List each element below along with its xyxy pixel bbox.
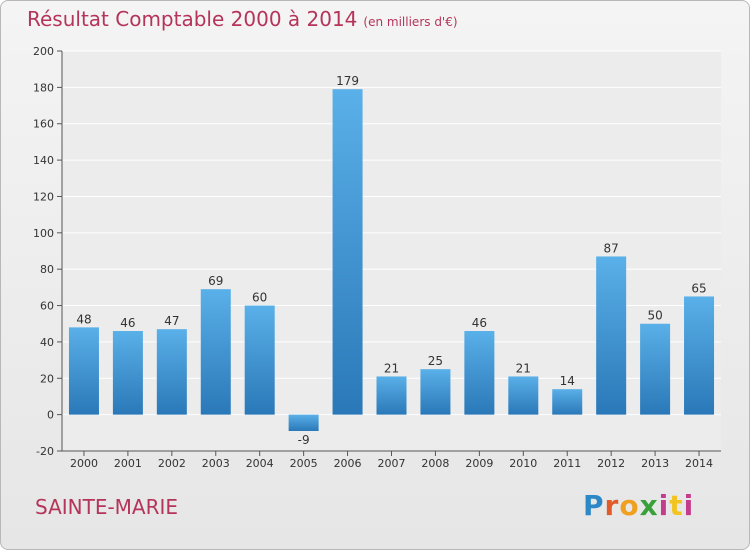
bar — [244, 305, 275, 415]
x-tick-label: 2011 — [553, 457, 581, 470]
x-tick-label: 2001 — [114, 457, 142, 470]
data-label: 25 — [428, 354, 443, 368]
data-label: 21 — [516, 361, 531, 375]
bar — [112, 331, 143, 415]
bar — [332, 89, 363, 415]
x-tick-label: 2007 — [378, 457, 406, 470]
data-label: 179 — [336, 74, 359, 88]
chart-subtitle: (en milliers d'€) — [363, 15, 458, 29]
bar — [376, 376, 407, 415]
y-tick-label: 60 — [40, 300, 54, 313]
x-tick-label: 2014 — [685, 457, 713, 470]
x-tick-label: 2008 — [421, 457, 449, 470]
bar — [156, 329, 187, 415]
y-tick-label: 100 — [33, 227, 54, 240]
data-label: 60 — [252, 291, 267, 305]
commune-name: SAINTE-MARIE — [35, 495, 179, 519]
data-label: 46 — [472, 316, 487, 330]
bar — [464, 331, 495, 415]
x-tick-label: 2002 — [158, 457, 186, 470]
data-label: 46 — [120, 316, 135, 330]
y-tick-label: 20 — [40, 372, 54, 385]
bar — [200, 289, 231, 415]
data-label: 21 — [384, 361, 399, 375]
y-tick-label: 40 — [40, 336, 54, 349]
bar — [552, 389, 583, 415]
y-tick-label: 200 — [33, 45, 54, 58]
chart-title: Résultat Comptable 2000 à 2014 (en millie… — [27, 7, 458, 31]
x-tick-label: 2013 — [641, 457, 669, 470]
x-tick-label: 2012 — [597, 457, 625, 470]
y-tick-label: 0 — [47, 409, 54, 422]
data-label: 14 — [560, 374, 575, 388]
y-tick-label: -20 — [36, 445, 54, 458]
x-tick-label: 2003 — [202, 457, 230, 470]
y-tick-label: 120 — [33, 190, 54, 203]
bar — [684, 296, 715, 415]
data-label: 50 — [647, 309, 662, 323]
x-tick-label: 2005 — [290, 457, 318, 470]
x-tick-label: 2006 — [334, 457, 362, 470]
data-label: 65 — [691, 281, 706, 295]
bar — [288, 414, 319, 431]
bar — [596, 256, 627, 415]
bar — [68, 327, 99, 415]
bar — [508, 376, 539, 415]
y-tick-label: 140 — [33, 154, 54, 167]
data-label: 47 — [164, 314, 179, 328]
data-label: 48 — [76, 312, 91, 326]
chart-title-text: Résultat Comptable 2000 à 2014 — [27, 7, 358, 31]
proxiti-logo: Proxiti — [583, 489, 695, 522]
bar — [420, 369, 451, 415]
x-tick-label: 2010 — [509, 457, 537, 470]
y-tick-label: 80 — [40, 263, 54, 276]
data-label: 87 — [604, 241, 619, 255]
data-label: 69 — [208, 274, 223, 288]
x-tick-label: 2000 — [70, 457, 98, 470]
x-tick-label: 2004 — [246, 457, 274, 470]
x-tick-label: 2009 — [465, 457, 493, 470]
bar — [640, 323, 671, 415]
y-tick-label: 160 — [33, 118, 54, 131]
data-label: -9 — [298, 433, 310, 447]
y-tick-label: 180 — [33, 81, 54, 94]
